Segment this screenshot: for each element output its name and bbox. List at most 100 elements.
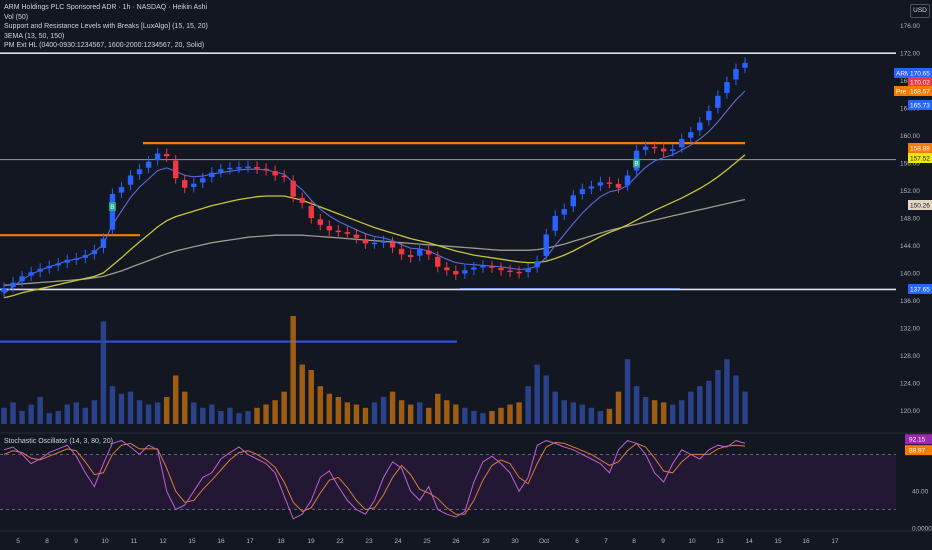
stoch-tick-label: 40.00	[912, 489, 929, 496]
volume-bar	[263, 404, 269, 424]
price-tag	[908, 143, 932, 153]
volume-bar	[100, 321, 107, 424]
volume-bar	[299, 364, 305, 424]
time-tick-label: 15	[774, 538, 782, 545]
candle-body	[308, 205, 314, 218]
price-tag	[908, 284, 932, 294]
candle-body	[163, 154, 170, 157]
stoch-value-text: 88.97	[909, 448, 926, 455]
candle-body	[109, 193, 116, 230]
candle-body	[299, 197, 305, 203]
time-tick-label: 10	[688, 538, 696, 545]
price-tag-value: 158.88	[910, 146, 930, 153]
buy-marker-label: B	[110, 204, 114, 211]
candle-body	[317, 219, 323, 225]
candle-body	[606, 182, 613, 184]
price-tag	[908, 100, 932, 110]
stoch-K-line	[3, 440, 746, 520]
candle-body	[236, 167, 242, 169]
oscillator-title[interactable]: Stochastic Oscillator (14, 3, 80, 20)	[4, 438, 113, 445]
candle-body	[426, 250, 432, 255]
volume-bar	[19, 411, 25, 424]
legend-sr[interactable]: Support and Resistance Levels with Break…	[4, 23, 208, 30]
level-lines	[0, 52, 896, 343]
candle-body	[389, 242, 396, 248]
candle-body	[543, 234, 549, 256]
time-tick-label: 5	[16, 538, 20, 545]
stoch-value-text: 92.15	[909, 437, 926, 444]
candle-body	[172, 160, 179, 179]
time-tick-label: Oct	[539, 538, 549, 545]
time-tick-label: 17	[246, 538, 254, 545]
legend-volume[interactable]: Vol (50)	[4, 13, 29, 21]
volume-bar	[73, 402, 80, 424]
legend-title[interactable]: ARM Holdings PLC Sponsored ADR · 1h · NA…	[4, 4, 208, 11]
volume-bar	[471, 411, 477, 424]
candle-body	[154, 153, 161, 161]
time-tick-label: 16	[802, 538, 810, 545]
volume-bar	[624, 359, 631, 424]
price-tag-value: 168.57	[910, 89, 930, 96]
time-tick-label: 23	[365, 538, 373, 545]
legend-pm[interactable]: PM Ext HL (0400-0930:1234567, 1600-2000:…	[4, 42, 205, 49]
price-tag-badge	[894, 86, 908, 96]
volume-bar	[389, 391, 396, 424]
candle-body	[272, 171, 278, 176]
candle-body	[597, 182, 604, 186]
candle-body	[380, 241, 387, 243]
volume-bar	[335, 397, 342, 424]
currency-button[interactable]: USD	[910, 4, 930, 18]
candle-body	[245, 166, 251, 168]
price-tag	[908, 200, 932, 210]
volume-bar	[715, 370, 721, 424]
volume-bar	[543, 375, 549, 424]
candle-body	[688, 132, 694, 138]
candle-body	[742, 62, 748, 68]
price-tick-label: 132.00	[900, 325, 920, 332]
volume-bar	[154, 402, 161, 424]
candle-body	[353, 234, 360, 238]
volume-bar	[317, 386, 323, 424]
candle-body	[64, 259, 70, 263]
volume-bar	[163, 397, 170, 424]
candle-body	[588, 186, 595, 189]
candle-body	[371, 242, 378, 245]
candle-body	[579, 189, 586, 195]
time-tick-label: 14	[745, 538, 753, 545]
candle-body	[91, 250, 98, 255]
stoch-band	[0, 454, 896, 510]
price-tick-label: 136.00	[900, 298, 920, 305]
time-tick-label: 22	[336, 538, 344, 545]
volume-bar	[380, 397, 387, 424]
volume-bar	[55, 411, 61, 424]
volume-bar	[516, 402, 522, 424]
candle-body	[498, 267, 504, 271]
buy-marker	[108, 201, 116, 211]
volume-bar	[245, 411, 251, 424]
volume-bar	[606, 408, 613, 424]
candle-body	[733, 68, 739, 80]
time-tick-label: 9	[74, 538, 78, 545]
price-tick-label: 128.00	[900, 353, 920, 360]
candle-body	[136, 169, 143, 175]
candle-body	[118, 187, 125, 193]
candle-body	[290, 180, 296, 197]
candle-body	[507, 270, 513, 272]
indicator-legend: ARM Holdings PLC Sponsored ADR · 1h · NA…	[4, 3, 208, 51]
time-tick-label: 26	[452, 538, 460, 545]
time-tick-label: 17	[831, 538, 839, 545]
legend-ema[interactable]: 3EMA (13, 50, 150)	[4, 32, 65, 40]
volume-bar	[10, 402, 16, 424]
price-tick-label: 144.00	[900, 243, 920, 250]
volume-bar	[191, 402, 197, 424]
volume-bar	[570, 402, 577, 424]
volume-bar	[118, 393, 125, 424]
volume-bar	[290, 316, 296, 424]
candle-body	[669, 149, 676, 151]
price-tick-label: 160.00	[900, 133, 920, 140]
volume-bar	[145, 404, 152, 424]
volume-bar	[371, 402, 378, 424]
candles	[1, 57, 748, 298]
volume-bar	[172, 375, 179, 424]
